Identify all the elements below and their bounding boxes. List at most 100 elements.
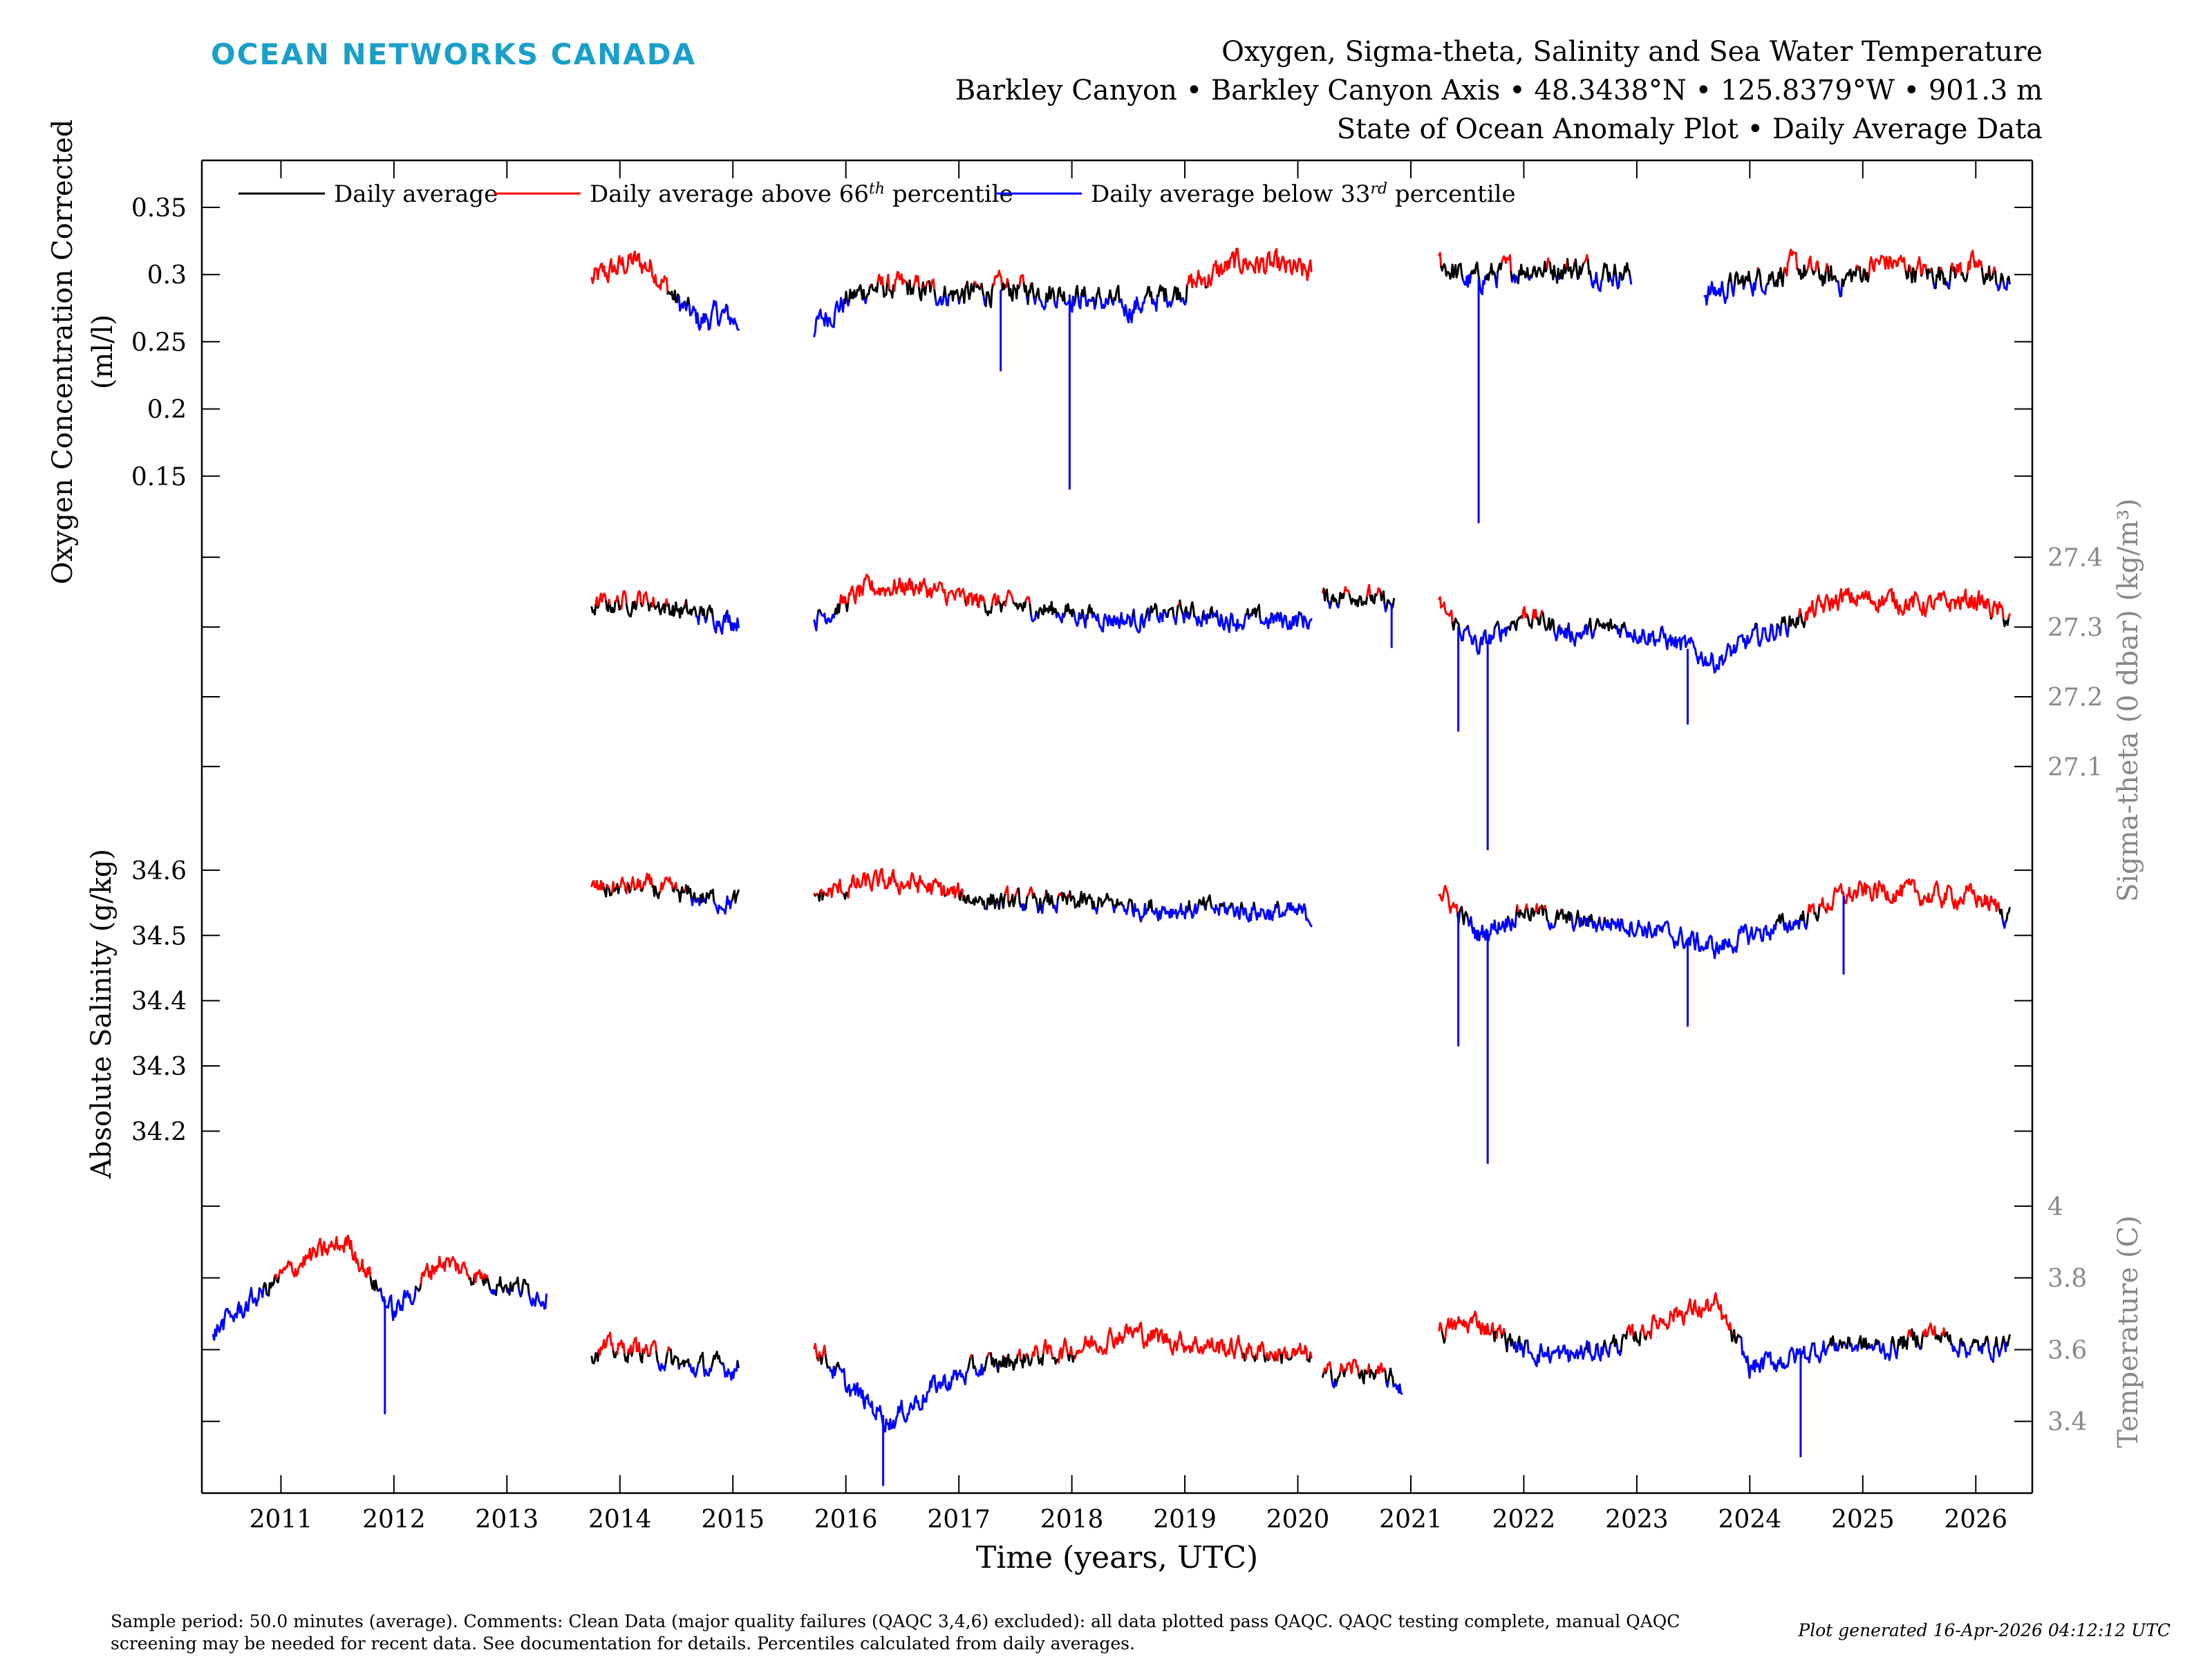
series-line — [924, 284, 928, 296]
series-line — [1188, 900, 1192, 912]
series-line — [986, 897, 989, 910]
series-line — [1710, 281, 1714, 290]
series-line — [1733, 1329, 1736, 1342]
series-line — [610, 258, 614, 273]
series-line — [1141, 613, 1144, 625]
series-line — [1807, 259, 1810, 268]
series-line — [1456, 264, 1460, 275]
series-line — [1086, 608, 1090, 620]
series-line — [1399, 1391, 1403, 1395]
series-line — [932, 279, 936, 292]
series-line — [1862, 268, 1865, 281]
series-line — [1002, 897, 1006, 909]
series-line — [1295, 262, 1300, 273]
series-line — [1750, 926, 1754, 939]
series-line — [897, 271, 901, 281]
series-line — [593, 603, 597, 616]
series-line — [1360, 596, 1363, 606]
series-line — [1729, 1322, 1732, 1332]
series-line — [1918, 256, 1922, 266]
ocean-networks-canada-logo: OCEAN NETWORKS CANADA — [211, 37, 697, 71]
series-line — [1645, 930, 1649, 939]
series-line — [1185, 283, 1188, 302]
series-line — [1079, 294, 1082, 310]
series-line — [721, 622, 724, 635]
series-line — [1838, 288, 1841, 297]
series-line — [1638, 1330, 1642, 1347]
series-line — [995, 1358, 998, 1368]
series-line — [1056, 288, 1060, 299]
series-line — [1649, 1323, 1653, 1340]
series-line — [1806, 609, 1810, 621]
series-line — [1577, 910, 1580, 920]
series-line — [1031, 282, 1034, 292]
series-line — [1892, 592, 1896, 604]
series-line — [1856, 885, 1860, 896]
series-line — [1159, 911, 1163, 920]
series-line — [1508, 254, 1512, 273]
series-line — [1712, 1296, 1716, 1306]
series-line — [1837, 600, 1840, 611]
series-line — [1282, 257, 1286, 268]
series-line — [1083, 286, 1087, 297]
series-line — [1854, 265, 1858, 277]
series-line — [1242, 619, 1246, 629]
series-line — [893, 579, 897, 590]
series-line — [980, 283, 984, 293]
series-line — [1902, 605, 1906, 615]
series-line — [1015, 1353, 1019, 1365]
series-line — [390, 1294, 393, 1312]
series-line — [1625, 1329, 1629, 1340]
series-line — [1539, 613, 1542, 626]
series-line — [861, 872, 865, 881]
series-line — [1027, 290, 1030, 306]
series-line — [1172, 606, 1175, 619]
series-line — [1872, 886, 1875, 901]
series-line — [1371, 594, 1375, 603]
series-line — [1839, 883, 1844, 894]
series-line — [1231, 614, 1235, 627]
series-line — [933, 289, 937, 300]
series-line — [1912, 596, 1915, 608]
series-line — [629, 881, 633, 891]
series-line — [1077, 295, 1080, 308]
series-line — [1492, 627, 1496, 639]
series-line — [1217, 1342, 1221, 1354]
series-line — [900, 1399, 904, 1414]
series-line — [1809, 255, 1812, 268]
series-line — [982, 900, 986, 910]
series-line — [1065, 1342, 1068, 1351]
series-line — [264, 1283, 268, 1295]
series-line — [1964, 588, 1968, 603]
series-line — [1732, 285, 1736, 297]
series-line — [971, 1354, 975, 1369]
series-line — [1005, 1356, 1009, 1368]
series-line — [1991, 271, 1994, 280]
series-line — [1689, 1298, 1692, 1309]
series-line — [1891, 259, 1895, 270]
series-line — [1895, 599, 1899, 610]
series-line — [1058, 286, 1062, 297]
y-tick-label: 34.5 — [131, 922, 187, 950]
series-line — [1779, 267, 1783, 281]
series-line — [864, 877, 868, 887]
series-line — [1748, 1365, 1752, 1379]
chart-location-subtitle: Barkley Canyon • Barkley Canyon Axis • 4… — [955, 75, 2043, 106]
series-line — [1651, 1315, 1654, 1326]
series-line — [1238, 907, 1242, 920]
series-line — [1761, 627, 1764, 639]
series-line — [1763, 1353, 1766, 1363]
series-line — [1050, 894, 1054, 904]
series-line — [1747, 270, 1751, 281]
series-line — [920, 286, 924, 301]
series-line — [1031, 290, 1035, 299]
series-line — [605, 883, 608, 898]
series-line — [1715, 941, 1719, 951]
series-line — [889, 1418, 892, 1430]
series-line — [1980, 260, 1983, 270]
series-line — [1228, 618, 1232, 633]
series-line — [1523, 908, 1527, 919]
series-line — [1575, 915, 1578, 925]
y-tick-label: 4 — [2047, 1193, 2063, 1221]
y-tick-label: 34.3 — [131, 1053, 187, 1081]
